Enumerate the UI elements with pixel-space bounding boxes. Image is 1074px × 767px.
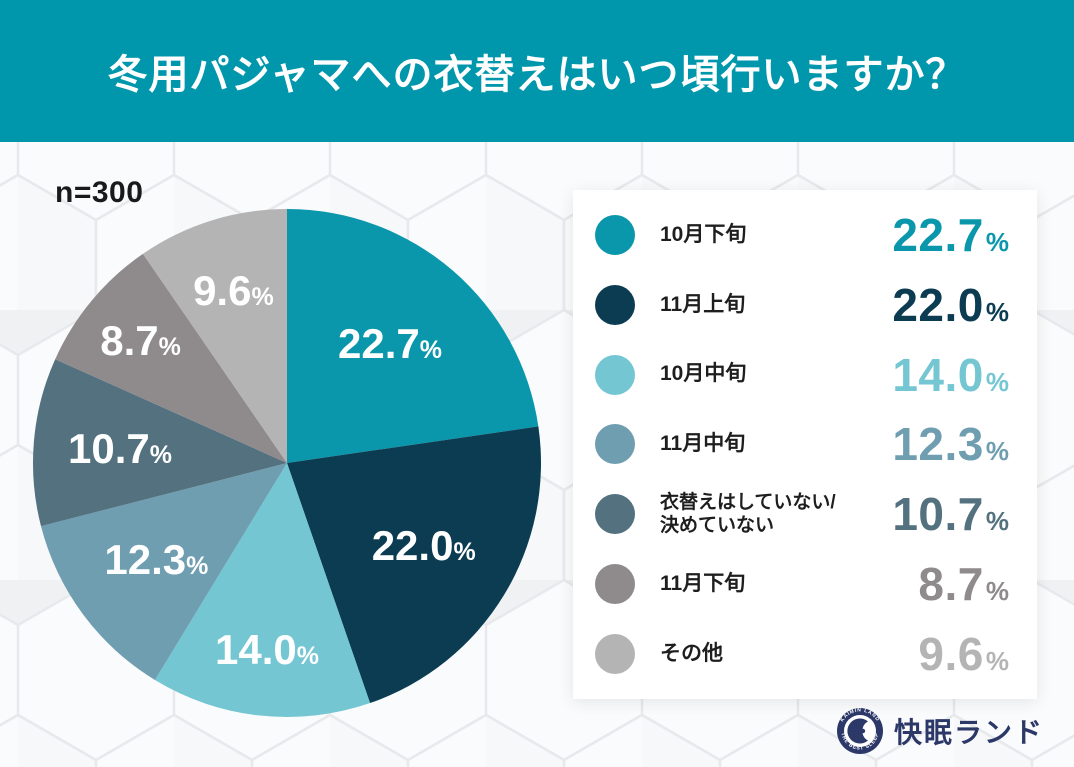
legend-swatch: [595, 633, 635, 674]
legend-item-label: 11月中旬: [660, 432, 746, 456]
legend-item: 10月下旬 22.7%: [595, 208, 1009, 262]
pie-slice-label-5: 8.7%: [100, 317, 181, 364]
legend-swatch: [595, 494, 635, 535]
legend-item-value: 22.7%: [892, 208, 1009, 261]
legend-item-label: 10月中旬: [660, 362, 747, 386]
pie-slice-6: [142, 209, 287, 463]
legend-swatch: [595, 424, 635, 465]
pie-slice-1: [287, 426, 541, 704]
pie-slice-label-1: 22.0%: [372, 522, 476, 569]
brand-badge-icon: KAIMIN LAND THE BEST SLEEP: [836, 707, 883, 754]
legend-item: 衣替えはしていない/ 決めていない 10.7%: [595, 487, 1009, 541]
legend-item-value: 22.0%: [892, 278, 1009, 331]
page-title: 冬用パジャマへの衣替えはいつ頃行いますか？: [107, 53, 967, 97]
legend-item: その他 9.6%: [595, 627, 1009, 681]
pie-slice-label-2: 14.0%: [215, 626, 319, 673]
pie-slice-label-0: 22.7%: [338, 320, 442, 367]
legend-swatch: [595, 354, 635, 395]
legend-item: 11月下旬 8.7%: [595, 557, 1009, 611]
pie-slice-label-6: 9.6%: [193, 267, 274, 314]
legend-item-value: 14.0%: [892, 348, 1009, 401]
legend-swatch: [595, 214, 635, 255]
legend-panel: 10月下旬 22.7% 11月上旬 22.0% 10月中旬 14.0% 11月中…: [573, 190, 1037, 699]
legend-swatch: [595, 564, 635, 605]
legend-item-value: 12.3%: [892, 418, 1009, 471]
pie-slice-label-3: 12.3%: [104, 536, 208, 583]
pie-slice-5: [55, 253, 288, 463]
pie-slice-3: [40, 463, 288, 680]
pie-slice-0: [287, 209, 539, 463]
pie-slice-2: [154, 463, 371, 718]
legend-item-value: 10.7%: [892, 488, 1009, 541]
legend-item-value: 8.7%: [918, 558, 1009, 611]
legend-item-label: 11月下旬: [660, 572, 746, 596]
legend-item-label: 衣替えはしていない/ 決めていない: [660, 491, 836, 537]
sample-size-label: n=300: [55, 176, 144, 209]
legend-item-label: 10月下旬: [660, 222, 747, 246]
brand-name: 快眠ランド: [893, 717, 1044, 748]
legend-item: 10月中旬 14.0%: [595, 348, 1009, 402]
legend-item: 11月中旬 12.3%: [595, 417, 1009, 471]
legend-item-value: 9.6%: [918, 627, 1009, 680]
brand-logo: KAIMIN LAND THE BEST SLEEP 快眠ランド: [836, 707, 1044, 755]
pie-slice-4: [33, 359, 287, 527]
legend-item-label: 11月上旬: [660, 292, 746, 316]
legend-item: 11月上旬 22.0%: [595, 278, 1009, 332]
legend-swatch: [595, 284, 635, 325]
pie-slice-label-4: 10.7%: [68, 425, 172, 472]
legend-item-label: その他: [660, 641, 723, 665]
pie-chart: 22.7% 22.0% 14.0%12.3% 10.7% 8.7% 9.6%: [33, 209, 541, 718]
header-band: 冬用パジャマへの衣替えはいつ頃行いますか？: [0, 0, 1074, 142]
